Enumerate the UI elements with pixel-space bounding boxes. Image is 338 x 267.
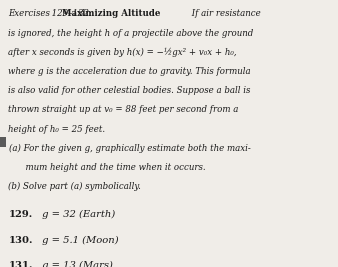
Text: 129.: 129. <box>8 210 33 219</box>
Text: 131.: 131. <box>8 261 33 267</box>
Text: g = 32 (Earth): g = 32 (Earth) <box>39 210 115 219</box>
Bar <box>0 137 6 147</box>
Text: Exercises 129–132:: Exercises 129–132: <box>8 9 92 18</box>
Text: thrown straight up at v₀ = 88 feet per second from a: thrown straight up at v₀ = 88 feet per s… <box>8 105 239 115</box>
Text: is also valid for other celestial bodies. Suppose a ball is: is also valid for other celestial bodies… <box>8 86 251 95</box>
Text: If air resistance: If air resistance <box>189 9 261 18</box>
Text: after x seconds is given by h(x) = −½gx² + v₀x + h₀,: after x seconds is given by h(x) = −½gx²… <box>8 48 237 57</box>
Text: (a) For the given g, graphically estimate both the maxi-: (a) For the given g, graphically estimat… <box>9 144 251 153</box>
Text: (b) Solve part (a) symbolically.: (b) Solve part (a) symbolically. <box>8 182 141 191</box>
Text: 130.: 130. <box>8 235 33 245</box>
Text: g = 13 (Mars): g = 13 (Mars) <box>39 261 113 267</box>
Text: is ignored, the height h of a projectile above the ground: is ignored, the height h of a projectile… <box>8 29 254 38</box>
Text: where g is the acceleration due to gravity. This formula: where g is the acceleration due to gravi… <box>8 67 251 76</box>
Text: Maximizing Altitude: Maximizing Altitude <box>62 9 160 18</box>
Text: mum height and the time when it occurs.: mum height and the time when it occurs. <box>9 163 206 172</box>
Text: height of h₀ = 25 feet.: height of h₀ = 25 feet. <box>8 125 105 134</box>
Text: g = 5.1 (Moon): g = 5.1 (Moon) <box>39 235 119 245</box>
